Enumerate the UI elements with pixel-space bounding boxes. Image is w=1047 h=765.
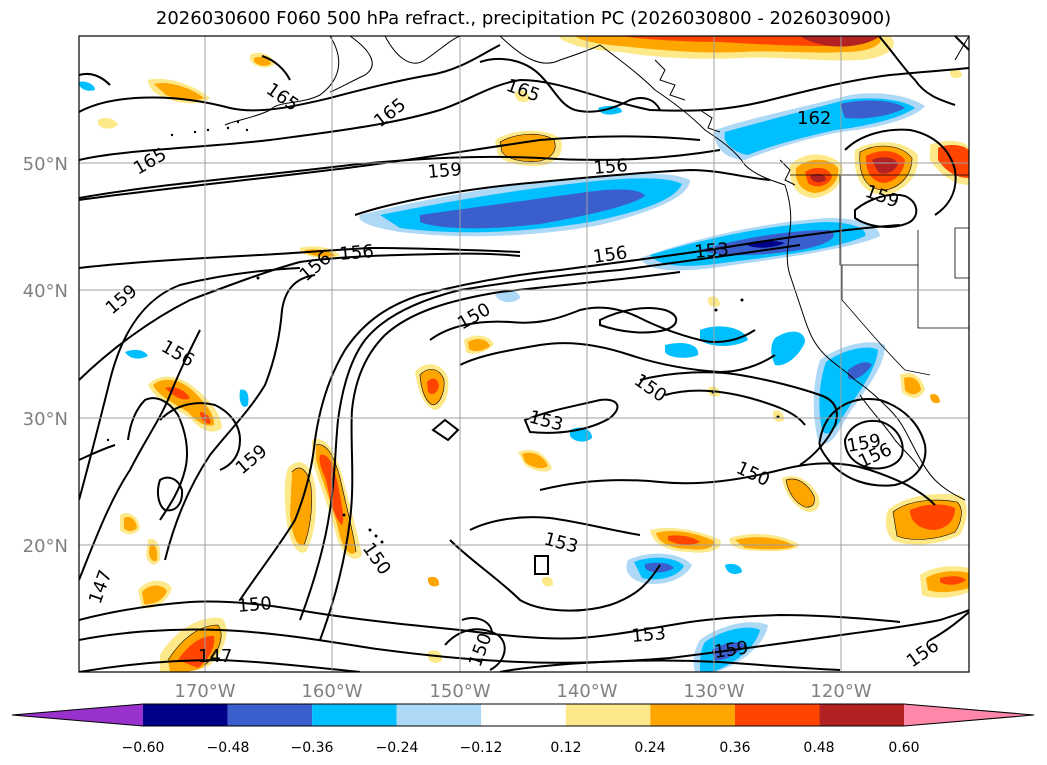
contour-label: 159 xyxy=(713,637,750,663)
contour-label: 153 xyxy=(694,239,730,263)
lon-label: 150°W xyxy=(429,681,490,702)
contour-label: 156 xyxy=(593,155,629,179)
colorbar-tick-labels: −0.60 −0.48 −0.36 −0.24 −0.12 0.12 0.24 … xyxy=(122,740,920,756)
colorbar-outline xyxy=(11,703,1035,727)
lat-label: 20°N xyxy=(23,536,68,557)
lon-label: 170°W xyxy=(174,681,235,702)
contour-labels: 165 165 165 165 162 159 156 159 156 156 … xyxy=(85,75,943,672)
colorbar-segment xyxy=(650,704,735,726)
colorbar-segment xyxy=(312,704,397,726)
map-title: 2026030600 F060 500 hPa refract., precip… xyxy=(155,8,892,29)
shading-outlines xyxy=(167,133,962,666)
colorbar-segment xyxy=(143,704,228,726)
colorbar-tick-label: 0.48 xyxy=(803,740,834,756)
contour-label: 159 xyxy=(427,159,463,183)
lat-lon-grid xyxy=(79,36,969,672)
map-panel: 165 165 165 165 162 159 156 159 156 156 … xyxy=(78,35,970,673)
colorbar-tick-label: 0.60 xyxy=(888,740,919,756)
lat-label: 30°N xyxy=(23,409,68,430)
contour-label: 162 xyxy=(797,108,831,129)
colorbar-tick-label: 0.24 xyxy=(634,740,665,756)
colorbar-tick-label: −0.48 xyxy=(207,740,250,756)
colorbar: −0.60 −0.48 −0.36 −0.24 −0.12 0.12 0.24 … xyxy=(11,703,1035,756)
latitude-labels: 50°N 40°N 30°N 20°N xyxy=(23,154,68,557)
colorbar-tick-label: −0.12 xyxy=(460,740,503,756)
colorbar-tick-label: −0.24 xyxy=(376,740,419,756)
colorbar-tick-label: 0.12 xyxy=(550,740,581,756)
lat-label: 40°N xyxy=(23,281,68,302)
colorbar-tick-label: 0.36 xyxy=(719,740,750,756)
colorbar-tick-label: −0.60 xyxy=(122,740,165,756)
lon-label: 130°W xyxy=(683,681,744,702)
colorbar-segment xyxy=(904,704,1034,726)
contour-label: 150 xyxy=(237,593,273,617)
political-borders xyxy=(790,174,969,376)
colorbar-segment xyxy=(481,704,566,726)
colorbar-segments xyxy=(11,703,1035,727)
refractivity-contours xyxy=(79,36,969,672)
precip-negative-shading xyxy=(79,81,925,672)
contour-label: 147 xyxy=(198,646,232,667)
colorbar-segment xyxy=(819,704,904,726)
contour-label: 156 xyxy=(339,241,375,265)
colorbar-tick-label: −0.36 xyxy=(291,740,334,756)
map-frame xyxy=(78,35,970,673)
lon-label: 120°W xyxy=(810,681,871,702)
longitude-labels: 170°W 160°W 150°W 140°W 130°W 120°W xyxy=(174,681,871,702)
lon-label: 140°W xyxy=(556,681,617,702)
colorbar-segment xyxy=(565,704,651,726)
contour-label: 153 xyxy=(631,623,667,647)
colorbar-segment xyxy=(227,704,313,726)
contour-label: 156 xyxy=(592,242,629,268)
lon-label: 160°W xyxy=(301,681,362,702)
lat-label: 50°N xyxy=(23,154,68,175)
colorbar-segment xyxy=(396,704,482,726)
colorbar-segment xyxy=(734,704,820,726)
colorbar-segment xyxy=(12,704,143,726)
